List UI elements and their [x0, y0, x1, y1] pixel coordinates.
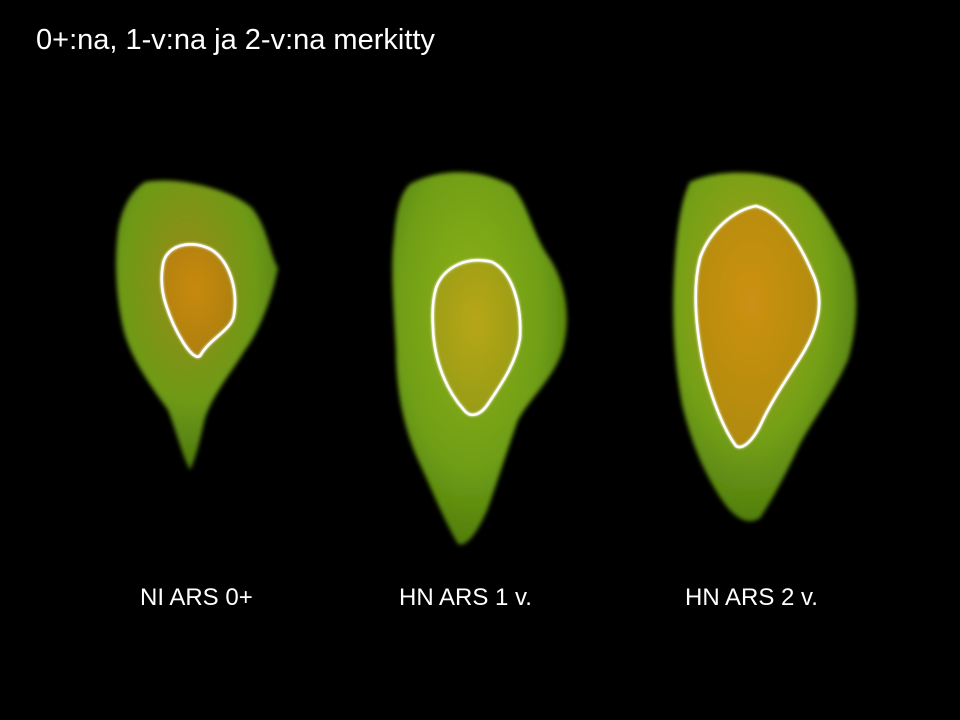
slide-title: 0+:na, 1-v:na ja 2-v:na merkitty [36, 24, 435, 56]
otolith-1-core [432, 260, 521, 415]
otolith-2-core [695, 206, 820, 448]
otolith-0-marking [160, 243, 237, 358]
otolith-1 [392, 172, 567, 545]
caption-otolith-1: HN ARS 1 v. [399, 584, 532, 611]
otolith-2 [673, 172, 857, 522]
otolith-2-marking [694, 204, 821, 449]
caption-otolith-0: NI ARS 0+ [140, 584, 253, 611]
otolith-1-marking [431, 259, 522, 417]
otolith-0-core [161, 244, 236, 357]
otolith-0 [116, 180, 278, 471]
caption-otolith-2: HN ARS 2 v. [685, 584, 818, 611]
